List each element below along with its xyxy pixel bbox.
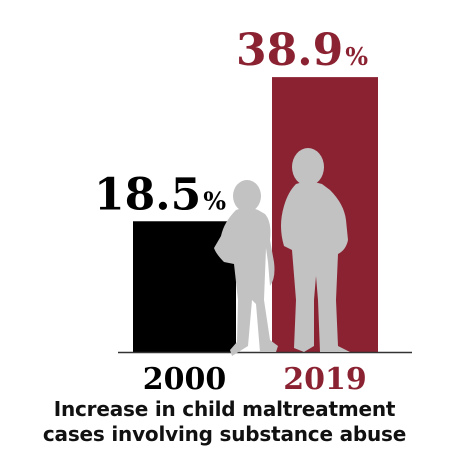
value-label-2000: 18.5% [94, 169, 226, 220]
year-label-2019: 2019 [283, 362, 367, 397]
caption-line-2: cases involving substance abuse [42, 422, 407, 446]
caption-line-1: Increase in child maltreatment [53, 397, 396, 421]
value-label-2019: 38.9% [236, 25, 368, 76]
year-label-2000: 2000 [143, 362, 227, 397]
children-silhouette-icon [214, 148, 350, 356]
